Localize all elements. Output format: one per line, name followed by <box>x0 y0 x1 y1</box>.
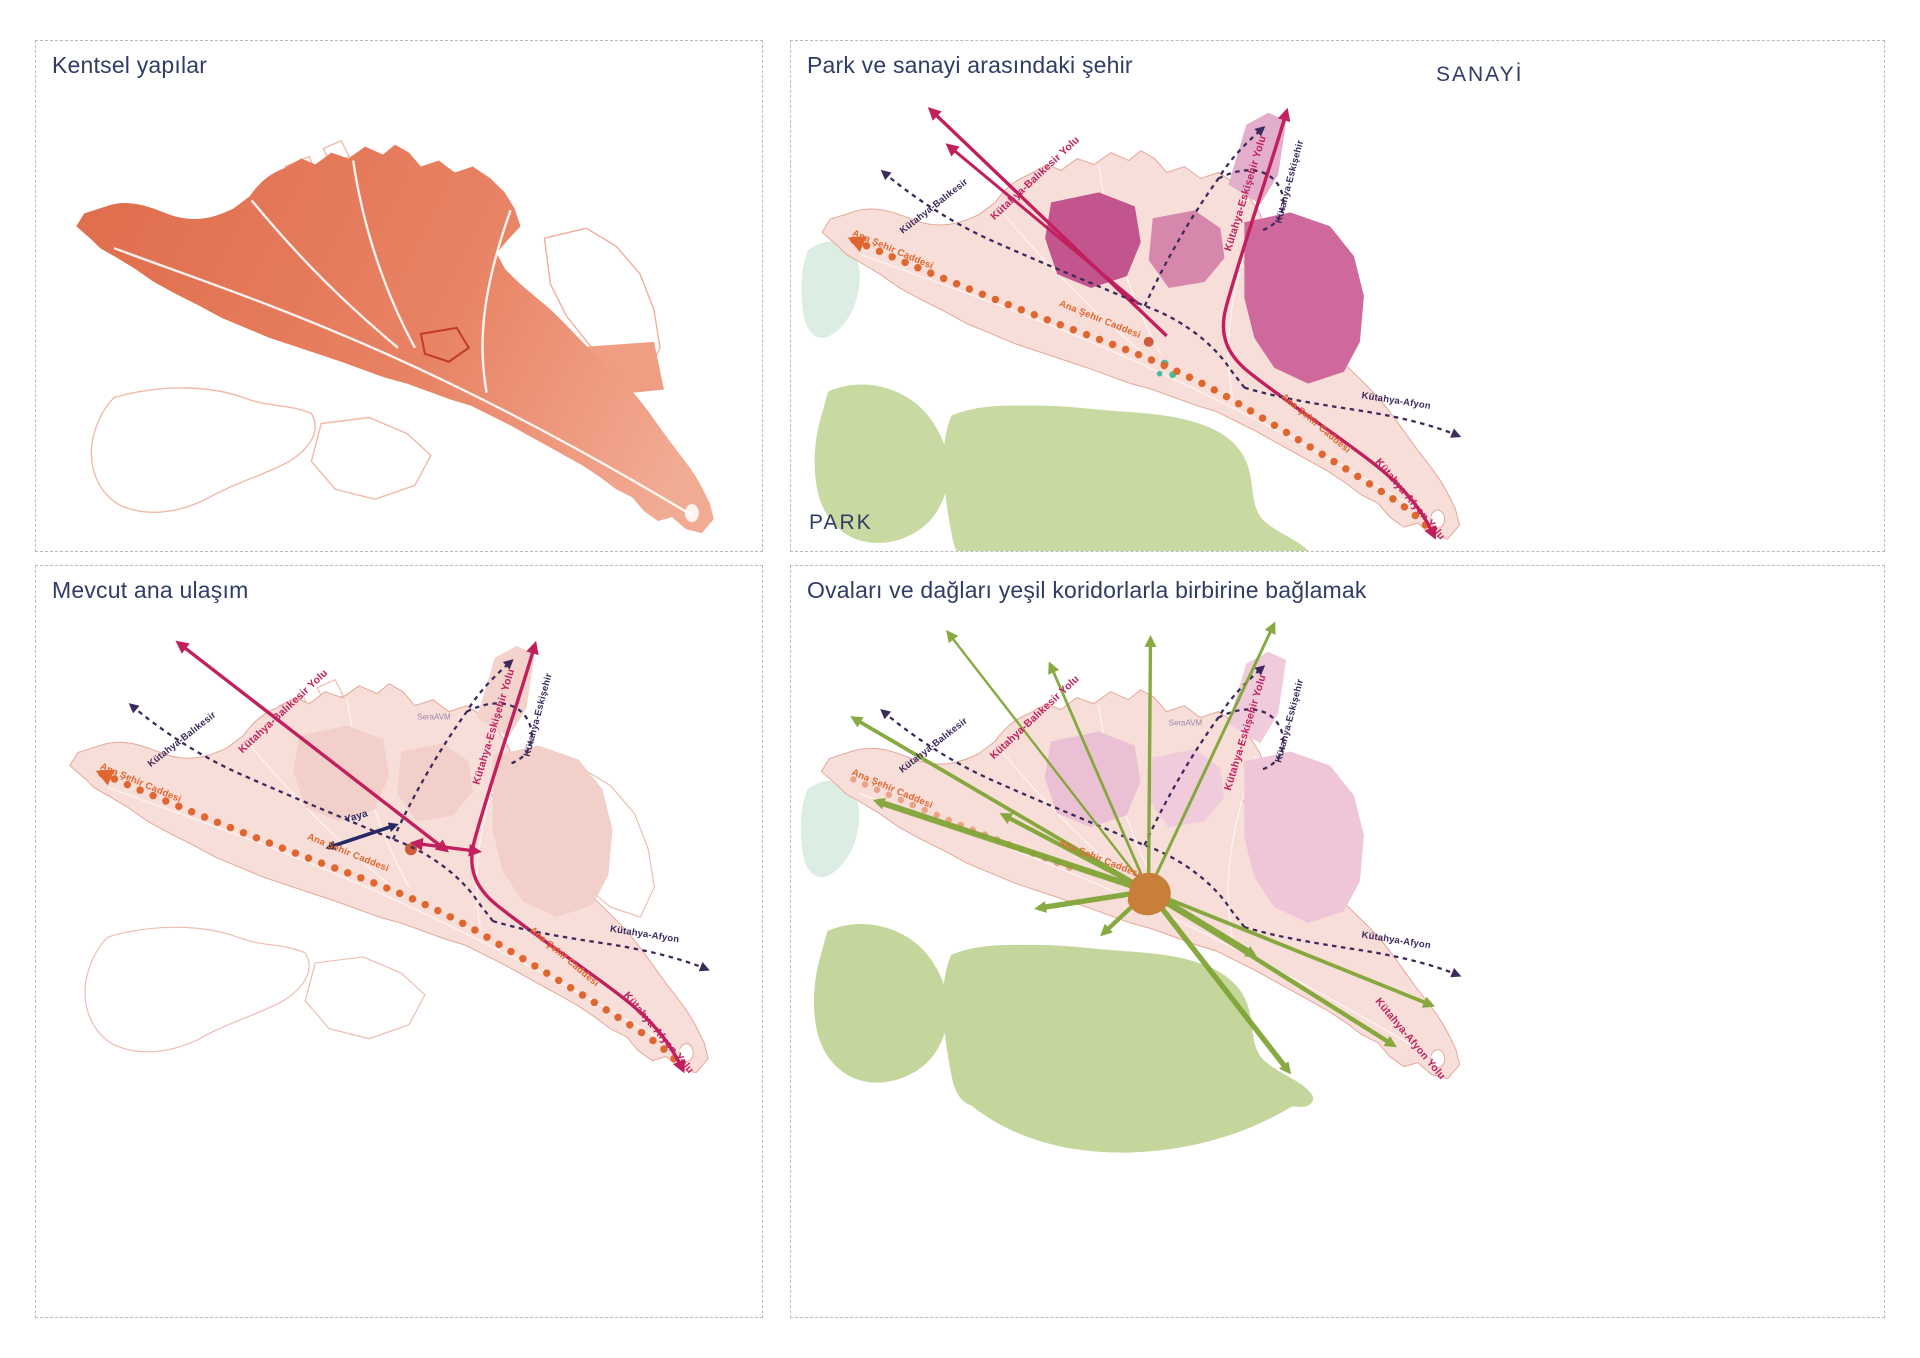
tail-loop <box>678 1043 694 1063</box>
panel-urban-structures: Kentsel yapılar <box>35 40 763 552</box>
sera-avm-label: SeraAVM <box>1169 719 1203 728</box>
balikesir-road-arrow <box>927 107 1168 338</box>
center-node <box>1143 336 1154 347</box>
center-road-arrow <box>409 837 482 857</box>
park-area-label: PARK <box>809 511 873 534</box>
panel-main-transport: Mevcut ana ulaşım <box>35 565 763 1318</box>
tail-loop <box>684 504 699 523</box>
highway-arrows-magenta <box>175 640 684 1071</box>
panel-park-industry: Park ve sanayi arasındaki şehir SANAYİ P… <box>790 40 1885 552</box>
corridor-hub-node <box>1127 872 1171 916</box>
sera-avm-label: SeraAVM <box>417 713 451 722</box>
tail-loop <box>1430 509 1446 529</box>
panel-green-corridors: Ovaları ve dağları yeşil koridorlarla bi… <box>790 565 1885 1318</box>
center-node <box>404 843 417 856</box>
sanayi-area-label: SANAYİ <box>1436 63 1524 86</box>
map-park-industry: Kütahya-Balıkesir Yolu Kütahya-Balıkesir… <box>801 107 1461 551</box>
highway-arrows-magenta <box>927 107 1436 537</box>
panel-title: Kentsel yapılar <box>52 52 208 78</box>
map-green-corridors: Kütahya-Balıkesir Yolu Kütahya-Balıkesir… <box>800 621 1461 1153</box>
panel-title: Ovaları ve dağları yeşil koridorlarla bi… <box>807 577 1367 603</box>
balikesir-road-arrow <box>175 640 449 853</box>
park-area <box>813 923 1314 1153</box>
green-corridor-arrows <box>850 621 1436 1075</box>
center-district-outline <box>419 326 471 363</box>
balikesir-road-arrow-2 <box>945 143 1140 306</box>
yaya-pedestrian-arrow <box>325 822 399 851</box>
map-urban-structures <box>76 139 714 534</box>
panel-title: Park ve sanayi arasındaki şehir <box>807 52 1133 78</box>
map-main-transport: Kütahya-Balıkesir Yolu Kütahya-Balıkesir… <box>69 640 709 1076</box>
tail-loop <box>1430 1049 1446 1069</box>
panel-title: Mevcut ana ulaşım <box>52 577 249 603</box>
